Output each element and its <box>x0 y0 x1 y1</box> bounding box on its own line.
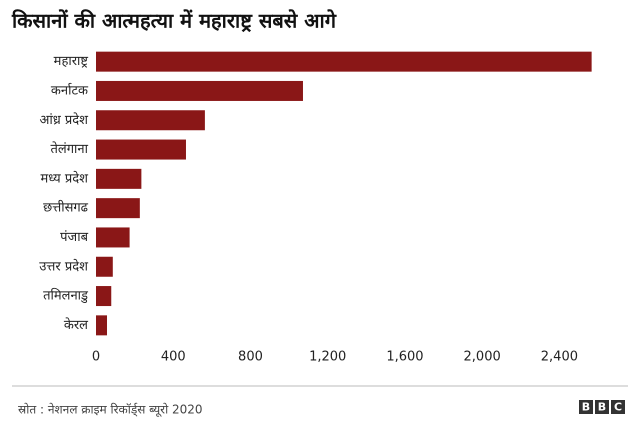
x-tick-label: 1,600 <box>386 350 423 365</box>
x-tick-label: 800 <box>238 350 263 365</box>
bar <box>96 256 113 277</box>
logo-box <box>579 400 593 414</box>
y-tick-label: केरल <box>64 317 88 333</box>
y-tick-label: छत्तीसगढ <box>43 200 89 216</box>
source: स्रोत : नेशनल क्राइम रिकॉर्ड्स ब्यूरो 20… <box>18 403 203 418</box>
logo-box <box>595 400 609 414</box>
bar <box>96 139 186 160</box>
bar <box>96 110 205 131</box>
y-tick-label: महाराष्ट्र <box>54 54 89 69</box>
y-tick-label: कर्नाटक <box>51 82 89 98</box>
bar <box>96 286 112 307</box>
y-tick-label: उत्तर प्रदेश <box>39 258 89 274</box>
x-tick-label: 0 <box>92 350 100 365</box>
x-tick-label: 2,400 <box>541 350 578 365</box>
bar <box>96 168 142 189</box>
x-tick-label: 2,000 <box>464 350 501 365</box>
logo-letter: B <box>582 401 590 414</box>
bar <box>96 198 140 219</box>
bar <box>96 80 303 101</box>
x-tick-label: 400 <box>161 350 186 365</box>
chart-title: किसानों की आत्महत्या में महाराष्ट्र सबसे… <box>11 9 337 33</box>
logo-box <box>611 400 625 414</box>
bar <box>96 51 592 72</box>
y-tick-label: मध्य प्रदेश <box>41 170 90 186</box>
y-tick-label: पंजाब <box>60 230 88 245</box>
bar <box>96 315 108 336</box>
y-tick-label: तेलंगाना <box>51 141 89 157</box>
x-tick-label: 1,200 <box>309 350 346 365</box>
logo-letter: B <box>598 401 606 414</box>
logo-letter: C <box>614 401 622 414</box>
y-tick-label: तमिलनाडु <box>43 288 89 304</box>
bar <box>96 227 130 248</box>
y-tick-label: आंध्र प्रदेश <box>39 112 89 128</box>
